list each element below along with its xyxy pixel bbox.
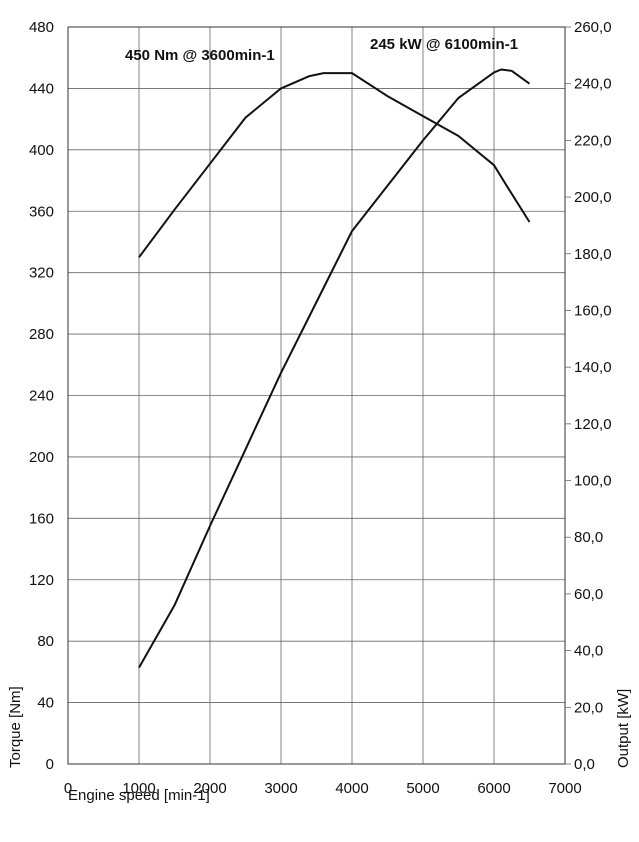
series-lines [138, 68, 531, 669]
torque-peak-annotation: 450 Nm @ 3600min-1 [125, 47, 275, 64]
y-left-tick-label: 280 [29, 326, 54, 343]
x-axis-title: Engine speed [min-1] [68, 787, 210, 804]
y-left-tick-label: 320 [29, 265, 54, 282]
y-right-axis-title: Output [kW] [615, 689, 632, 768]
y-left-tick-label: 80 [37, 633, 54, 650]
y-right-tick-label: 240,0 [574, 76, 612, 93]
y-left-tick-label: 360 [29, 203, 54, 220]
x-tick-label: 4000 [335, 780, 368, 797]
output-series-line [138, 68, 531, 669]
y-right-tick-label: 40,0 [574, 643, 603, 660]
y-left-tick-label: 40 [37, 695, 54, 712]
x-tick-label: 5000 [406, 780, 439, 797]
y-right-tick-label: 260,0 [574, 19, 612, 36]
y-left-tick-label: 440 [29, 80, 54, 97]
x-tick-label: 3000 [264, 780, 297, 797]
x-tick-label: 6000 [477, 780, 510, 797]
y-right-tick-label: 20,0 [574, 699, 603, 716]
y-right-tick-label: 200,0 [574, 189, 612, 206]
output-peak-annotation: 245 kW @ 6100min-1 [370, 36, 518, 53]
y-right-tick-label: 80,0 [574, 529, 603, 546]
y-right-tick-label: 160,0 [574, 302, 612, 319]
y-right-tick-label: 140,0 [574, 359, 612, 376]
y-left-tick-label: 120 [29, 572, 54, 589]
y-left-axis-title: Torque [Nm] [7, 686, 24, 768]
y-left-tick-label: 400 [29, 142, 54, 159]
y-left-tick-label: 160 [29, 510, 54, 527]
x-tick-label: 0 [64, 780, 72, 797]
y-right-tick-label: 220,0 [574, 132, 612, 149]
y-right-tick-label: 180,0 [574, 246, 612, 263]
y-right-tick-label: 100,0 [574, 473, 612, 490]
y-left-tick-label: 480 [29, 19, 54, 36]
gridlines [68, 27, 565, 764]
y-left-tick-label: 0 [46, 756, 54, 773]
x-tick-label: 1000 [122, 780, 155, 797]
tick-labels: 0 1000 2000 3000 4000 5000 6000 7000 0 40 80 120 160… [29, 19, 612, 797]
x-tick-label: 7000 [548, 780, 581, 797]
y-left-tick-label: 240 [29, 388, 54, 405]
y-right-tick-label: 0,0 [574, 756, 595, 773]
y-left-tick-label: 200 [29, 449, 54, 466]
torque-series-line [138, 72, 531, 258]
y-right-tick-label: 60,0 [574, 586, 603, 603]
plot-frame [67, 26, 566, 765]
x-tick-label: 2000 [193, 780, 226, 797]
y-right-tick-label: 120,0 [574, 416, 612, 433]
